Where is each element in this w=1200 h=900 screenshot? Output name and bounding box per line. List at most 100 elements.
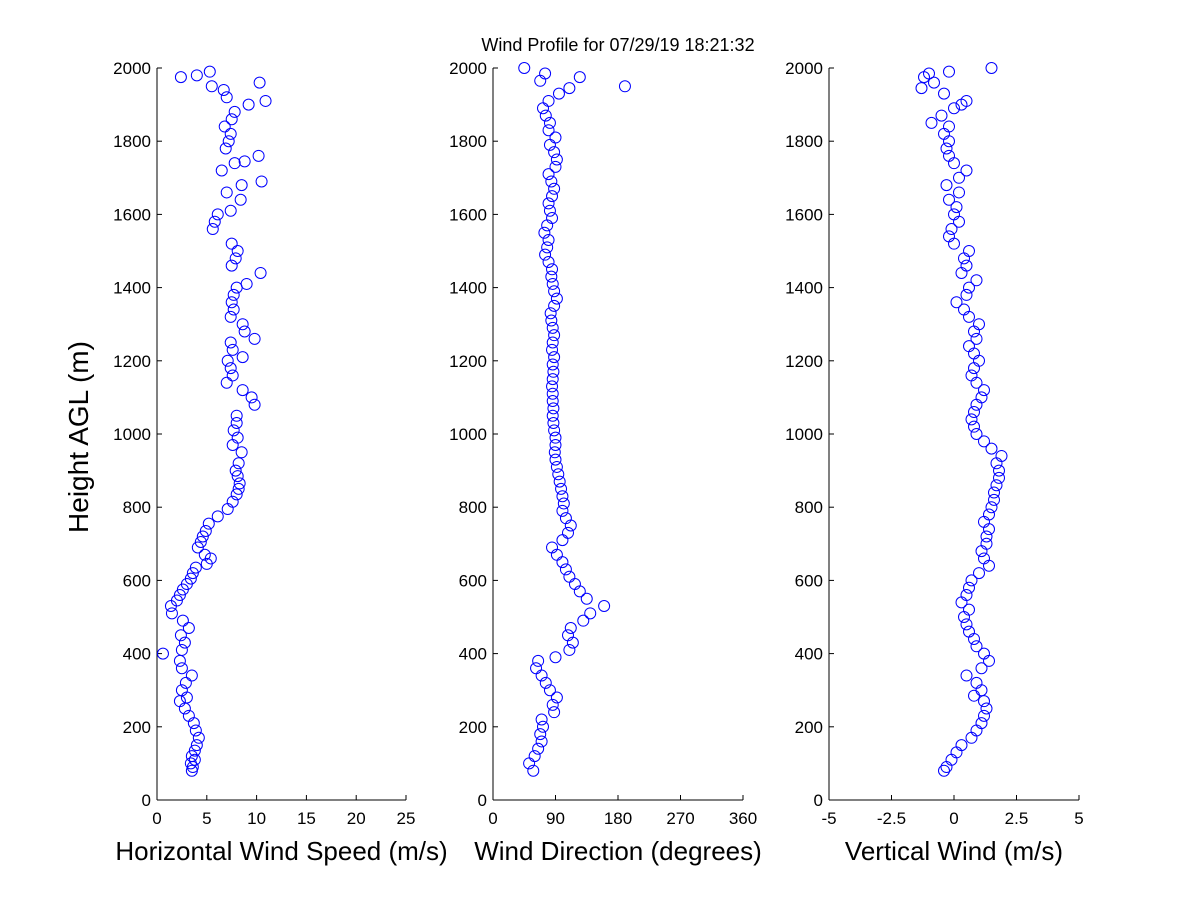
data-point — [546, 263, 559, 276]
data-point — [252, 149, 265, 162]
data-point — [542, 234, 555, 247]
y-tick-label: 1200 — [449, 352, 487, 371]
data-point — [192, 731, 205, 744]
data-point — [179, 676, 192, 689]
data-point — [196, 530, 209, 543]
x-axis-label: Vertical Wind (m/s) — [845, 836, 1063, 866]
data-point — [548, 351, 561, 364]
data-point — [978, 435, 990, 448]
data-point — [224, 204, 237, 217]
y-tick-label: 1800 — [113, 132, 151, 151]
data-point — [228, 157, 241, 170]
data-point — [542, 197, 555, 210]
data-point — [224, 336, 237, 349]
data-point — [975, 662, 988, 675]
data-point — [227, 424, 240, 437]
data-point — [236, 384, 249, 397]
figure-title: Wind Profile for 07/29/19 18:21:32 — [481, 35, 754, 55]
data-point — [549, 431, 562, 444]
data-point — [232, 482, 245, 495]
data-point — [950, 296, 963, 309]
data-point — [182, 709, 195, 722]
data-point — [943, 230, 955, 243]
data-point — [228, 105, 241, 118]
data-point — [231, 470, 244, 483]
data-point — [550, 292, 563, 305]
data-point — [546, 358, 559, 371]
data-point — [993, 471, 1005, 484]
data-point — [220, 376, 233, 389]
y-tick-label: 1600 — [449, 205, 487, 224]
x-tick-label: 0 — [152, 809, 161, 828]
data-point — [534, 728, 547, 741]
data-point — [948, 102, 960, 115]
data-point — [548, 146, 561, 159]
data-point — [248, 398, 261, 411]
x-tick-label: 90 — [546, 809, 565, 828]
data-point — [539, 248, 552, 261]
data-point — [156, 647, 169, 660]
data-point — [220, 186, 233, 199]
data-point — [532, 654, 545, 667]
data-point — [217, 83, 230, 96]
data-point — [175, 684, 188, 697]
data-point — [963, 340, 975, 353]
data-point — [236, 351, 249, 364]
data-point — [965, 574, 978, 587]
data-point — [204, 552, 217, 565]
data-point — [973, 318, 985, 331]
data-point — [546, 409, 559, 422]
y-tick-label: 600 — [459, 571, 487, 590]
data-point — [229, 252, 242, 265]
data-point — [537, 720, 549, 733]
data-point — [248, 332, 261, 345]
data-point — [980, 530, 993, 543]
y-tick-label: 600 — [795, 571, 823, 590]
data-point — [236, 318, 249, 331]
data-point — [165, 607, 178, 620]
data-point — [549, 160, 562, 173]
data-point — [527, 764, 540, 777]
y-tick-label: 1200 — [113, 352, 151, 371]
data-point — [549, 131, 562, 144]
data-point — [993, 464, 1005, 477]
data-point — [573, 71, 586, 84]
data-point — [546, 321, 559, 334]
data-point — [943, 149, 955, 162]
data-point — [546, 698, 559, 711]
data-point — [206, 223, 219, 236]
data-point — [550, 691, 563, 704]
y-tick-label: 1600 — [785, 205, 823, 224]
data-point — [518, 62, 531, 74]
data-point — [963, 625, 975, 638]
data-point — [963, 603, 975, 616]
data-point — [191, 541, 204, 554]
data-point — [557, 497, 570, 510]
data-point — [963, 281, 975, 294]
y-tick-label: 600 — [123, 571, 151, 590]
data-point — [211, 208, 224, 221]
data-point — [230, 409, 243, 422]
data-point — [978, 384, 990, 397]
data-point — [980, 537, 993, 550]
data-point — [943, 65, 955, 78]
data-point — [968, 420, 980, 433]
data-point — [545, 270, 558, 283]
data-point — [547, 417, 560, 430]
y-tick-label: 400 — [123, 645, 151, 664]
data-point — [548, 329, 561, 342]
data-point — [175, 643, 188, 656]
data-point — [198, 548, 211, 561]
data-point — [548, 706, 561, 719]
y-tick-label: 800 — [459, 498, 487, 517]
data-point — [225, 113, 238, 126]
data-point — [980, 702, 993, 715]
x-tick-label: -5 — [821, 809, 836, 828]
data-point — [226, 369, 239, 382]
data-point — [232, 457, 245, 470]
data-point — [970, 428, 983, 440]
data-point — [220, 91, 233, 104]
x-tick-label: 25 — [397, 809, 416, 828]
y-tick-label: 2000 — [449, 59, 487, 78]
